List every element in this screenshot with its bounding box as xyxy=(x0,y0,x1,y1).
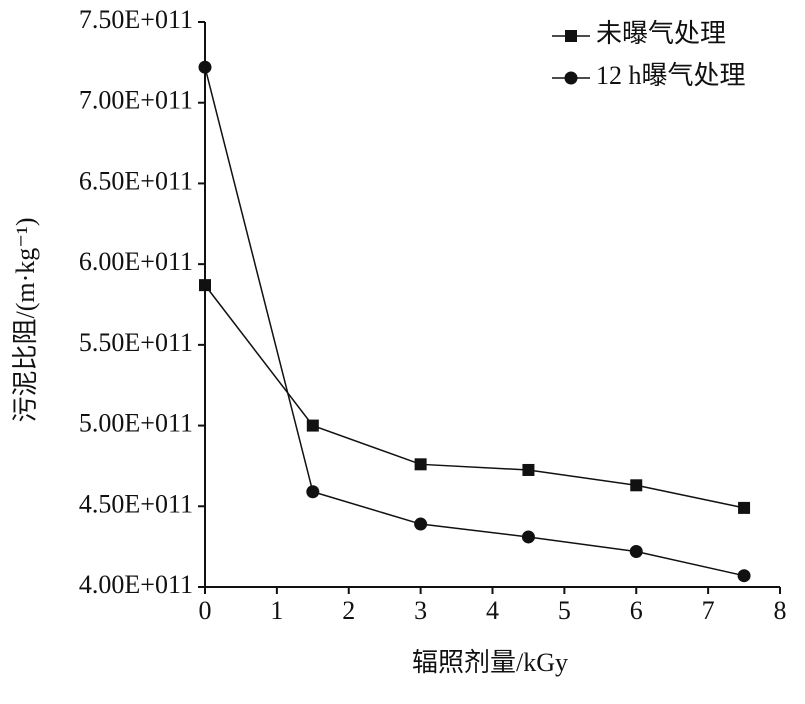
y-tick-label: 7.00E+011 xyxy=(79,86,193,115)
x-tick-label: 6 xyxy=(630,596,643,625)
x-tick-label: 3 xyxy=(414,596,427,625)
legend-marker xyxy=(565,30,577,42)
data-point xyxy=(306,419,319,432)
y-tick-label: 6.00E+011 xyxy=(79,247,193,276)
x-tick-label: 8 xyxy=(774,596,787,625)
y-tick-label: 6.50E+011 xyxy=(79,166,193,195)
data-point xyxy=(414,517,428,531)
x-tick-label: 1 xyxy=(270,596,283,625)
data-point xyxy=(738,501,751,514)
x-tick-label: 0 xyxy=(199,596,212,625)
series-line xyxy=(204,284,745,509)
x-tick-label: 2 xyxy=(342,596,355,625)
x-tick-label: 4 xyxy=(486,596,499,625)
y-tick-label: 5.50E+011 xyxy=(79,328,193,357)
y-axis-label: 污泥比阻/(m·kg⁻¹) xyxy=(11,218,40,423)
data-point xyxy=(198,60,212,74)
data-point xyxy=(306,485,320,499)
data-point xyxy=(521,530,535,544)
legend-label: 未曝气处理 xyxy=(596,19,726,48)
y-tick-label: 7.50E+011 xyxy=(79,5,193,34)
data-point xyxy=(414,458,427,471)
x-tick-label: 7 xyxy=(702,596,715,625)
y-tick-label: 4.00E+011 xyxy=(79,570,193,599)
y-tick-label: 4.50E+011 xyxy=(79,489,193,518)
data-point xyxy=(629,544,643,558)
x-axis-label: 辐照剂量/kGy xyxy=(412,648,568,677)
data-point xyxy=(522,463,535,476)
legend-marker xyxy=(564,71,578,85)
data-point xyxy=(199,279,211,292)
data-point xyxy=(630,479,643,492)
x-tick-label: 5 xyxy=(558,596,571,625)
y-tick-label: 5.00E+011 xyxy=(79,409,193,438)
series-line xyxy=(204,67,745,577)
legend-label: 12 h曝气处理 xyxy=(596,61,746,90)
data-point xyxy=(737,569,751,583)
